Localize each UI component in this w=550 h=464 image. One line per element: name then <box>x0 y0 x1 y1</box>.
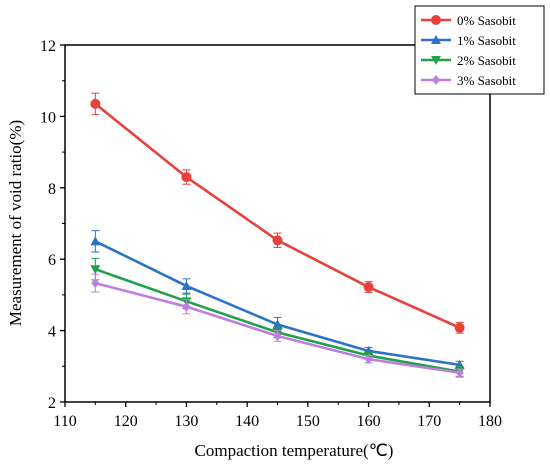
legend-label: 1% Sasobit <box>457 33 516 48</box>
y-tick-label: 2 <box>48 395 56 412</box>
data-point <box>364 354 373 365</box>
data-point <box>431 15 441 25</box>
legend: 0% Sasobit 1% Sasobit 2% Sasobit 3% Sasobit <box>414 5 545 95</box>
data-point <box>90 236 101 246</box>
data-point <box>455 367 464 378</box>
x-tick-label: 110 <box>53 413 76 430</box>
x-tick-label: 170 <box>417 413 441 430</box>
x-tick-label: 120 <box>114 413 138 430</box>
y-tick-label: 4 <box>48 324 56 341</box>
legend-label: 2% Sasobit <box>457 53 516 68</box>
x-axis-label: Compaction temperature(℃) <box>195 441 394 460</box>
data-point <box>363 282 374 293</box>
x-tick-label: 180 <box>478 413 502 430</box>
data-point <box>431 35 441 44</box>
y-tick-label: 8 <box>48 181 56 198</box>
x-tick-label: 130 <box>174 413 198 430</box>
axes: 110 120 130 140 150 160 170 180 2 4 6 8 10 12 <box>40 38 502 430</box>
data-point <box>273 330 282 341</box>
series-group <box>90 92 465 334</box>
y-tick-label: 6 <box>48 252 56 269</box>
data-point <box>431 56 441 65</box>
series-group <box>91 273 464 378</box>
data-point <box>181 172 192 183</box>
data-point <box>181 280 192 290</box>
data-point <box>454 322 465 333</box>
legend-label: 3% Sasobit <box>457 73 516 88</box>
data-point <box>90 98 101 109</box>
series-line <box>94 102 461 329</box>
data-point <box>90 265 101 275</box>
series-group <box>90 230 465 369</box>
data-point <box>182 301 191 312</box>
x-tick-label: 140 <box>235 413 259 430</box>
data-point <box>432 75 440 85</box>
x-tick-label: 150 <box>296 413 320 430</box>
series-layer <box>90 92 465 378</box>
data-point <box>272 319 283 329</box>
legend-label: 0% Sasobit <box>457 13 516 28</box>
x-tick-label: 160 <box>357 413 381 430</box>
data-point <box>272 235 283 246</box>
data-point <box>91 278 100 289</box>
y-tick-label: 10 <box>40 109 56 126</box>
y-axis-label: Measurement of void ratio(%) <box>6 120 25 326</box>
plot-frame <box>64 44 491 403</box>
y-tick-label: 12 <box>40 38 56 55</box>
